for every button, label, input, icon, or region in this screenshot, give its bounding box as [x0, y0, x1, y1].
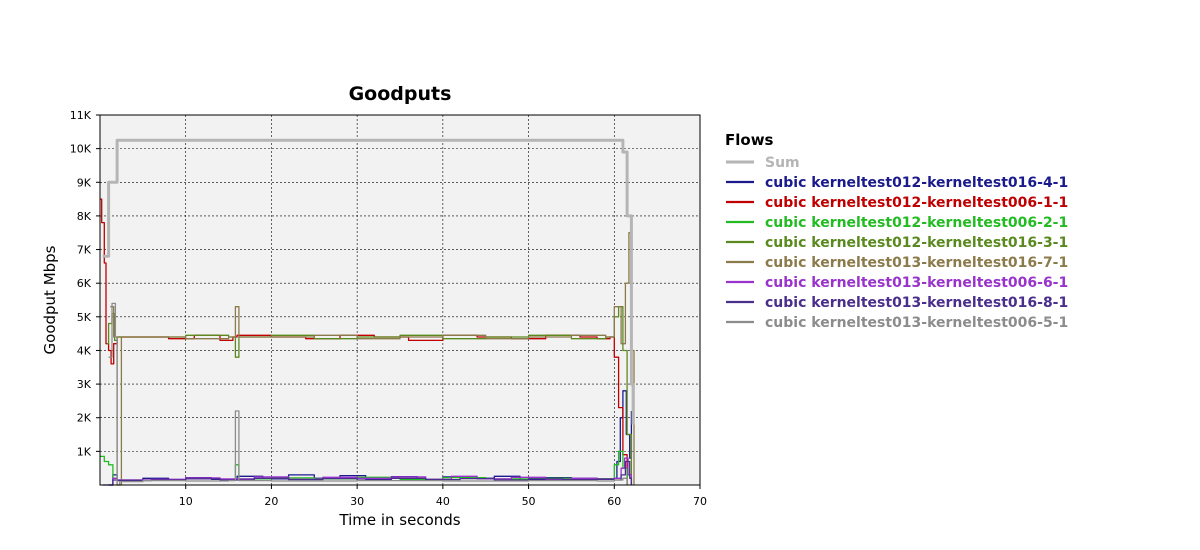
legend-entry: cubic kerneltest012-kerneltest016-4-1: [765, 175, 1068, 191]
y-tick-label: 4K: [77, 344, 92, 357]
y-tick-label: 5K: [77, 311, 92, 324]
y-tick-label: 8K: [77, 210, 92, 223]
legend-entry: cubic kerneltest013-kerneltest006-5-1: [765, 315, 1068, 331]
y-axis-label: Goodput Mbps: [41, 245, 59, 354]
legend-entry: cubic kerneltest012-kerneltest006-1-1: [765, 195, 1068, 211]
series-line: [102, 138, 635, 425]
x-tick-label: 20: [264, 495, 278, 508]
y-tick-label: 7K: [77, 244, 92, 257]
series-line: [108, 302, 628, 486]
legend-entry: cubic kerneltest013-kerneltest006-6-1: [765, 275, 1068, 291]
x-tick-label: 30: [350, 495, 364, 508]
x-tick-label: 10: [179, 495, 193, 508]
y-tick-label: 2K: [77, 412, 92, 425]
series-line: [110, 232, 635, 486]
x-tick-label: 70: [693, 495, 707, 508]
x-tick-label: 50: [522, 495, 536, 508]
y-tick-label: 3K: [77, 378, 92, 391]
series-lines: [100, 138, 635, 486]
chart-title: Goodputs: [349, 83, 452, 105]
legend-entry: cubic kerneltest012-kerneltest016-3-1: [765, 235, 1068, 251]
y-tick-label: 1K: [77, 445, 92, 458]
axis-ticks: 10 20 30 40 50 60 70 1K 2K 3K 4K 5K 6K 7K 8K 9K 10K 11K: [70, 109, 707, 508]
legend-entry: cubic kerneltest012-kerneltest006-2-1: [765, 215, 1068, 231]
plot-area: [100, 115, 700, 485]
y-tick-label: 6K: [77, 277, 92, 290]
plot-frame: [99, 114, 701, 486]
y-tick-label: 11K: [70, 109, 92, 122]
y-tick-label: 10K: [70, 143, 92, 156]
legend: Sum cubic kerneltest012-kerneltest016-4-1…: [726, 155, 1068, 331]
legend-entry: cubic kerneltest013-kerneltest016-8-1: [765, 295, 1068, 311]
legend-entry: Sum: [765, 155, 800, 171]
x-axis-label: Time in seconds: [338, 511, 460, 529]
x-tick-label: 60: [607, 495, 621, 508]
legend-title: Flows: [725, 131, 774, 149]
legend-entry: cubic kerneltest013-kerneltest016-7-1: [765, 255, 1068, 271]
y-tick-label: 9K: [77, 176, 92, 189]
x-tick-label: 40: [436, 495, 450, 508]
